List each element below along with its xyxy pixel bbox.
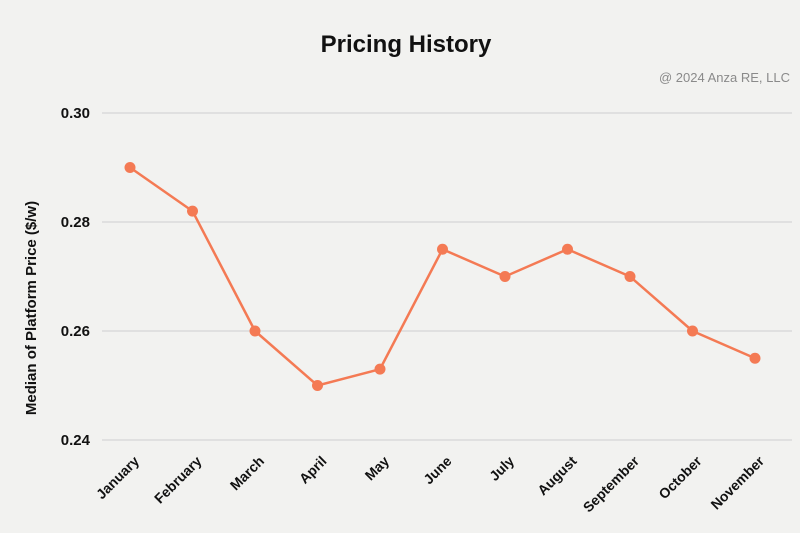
x-tick-label: August [534, 453, 580, 499]
price-series [124, 162, 761, 391]
data-point [312, 380, 323, 391]
data-point [624, 271, 636, 282]
x-tick-label: July [486, 453, 517, 484]
y-tick-label: 0.24 [61, 432, 91, 449]
data-point [374, 363, 386, 375]
x-tick-label: April [296, 453, 330, 487]
data-point [437, 243, 448, 255]
data-point [187, 205, 198, 217]
x-tick-label: March [227, 453, 267, 493]
data-point [249, 325, 261, 337]
gridlines [102, 112, 792, 441]
chart-title: Pricing History [321, 31, 492, 58]
series-line [129, 166, 756, 387]
data-point [562, 243, 573, 255]
x-tick-label: June [420, 453, 455, 488]
y-axis-ticks: 0.24 0.26 0.28 0.30 [61, 105, 91, 449]
data-point [499, 271, 511, 282]
y-tick-label: 0.30 [61, 105, 90, 122]
x-tick-label: September [580, 452, 643, 515]
data-point [749, 352, 761, 364]
data-point [124, 162, 136, 173]
x-tick-label: January [93, 453, 142, 502]
x-tick-label: October [655, 452, 705, 502]
copyright-credit: @ 2024 Anza RE, LLC [659, 70, 790, 85]
y-axis-label: Median of Platform Price ($/w) [23, 201, 40, 415]
x-tick-label: May [362, 453, 393, 484]
x-axis-ticks: January February March April May June July Augu… [93, 452, 768, 515]
y-tick-label: 0.26 [61, 323, 90, 340]
y-tick-label: 0.28 [61, 214, 90, 231]
x-tick-label: February [151, 453, 205, 507]
x-tick-label: November [707, 452, 767, 512]
data-point [687, 325, 698, 337]
